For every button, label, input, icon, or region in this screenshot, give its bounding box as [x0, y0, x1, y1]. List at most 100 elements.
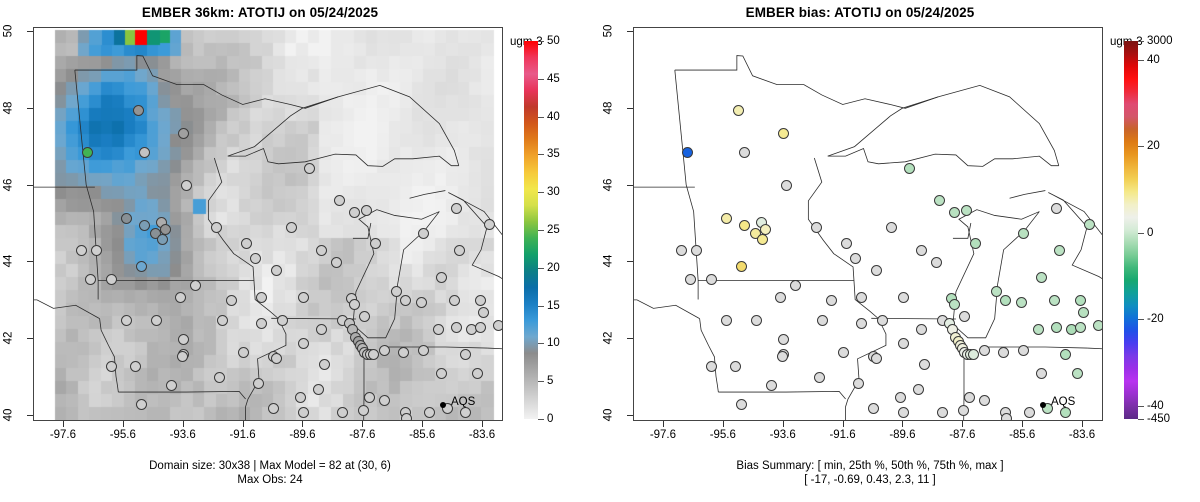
- monitor-station-marker[interactable]: [721, 212, 733, 224]
- monitor-station-marker[interactable]: [897, 337, 909, 349]
- monitor-station-marker[interactable]: [471, 368, 483, 380]
- monitor-station-marker[interactable]: [378, 345, 390, 357]
- monitor-station-marker[interactable]: [721, 314, 733, 326]
- monitor-station-marker[interactable]: [1035, 272, 1047, 284]
- monitor-station-marker[interactable]: [969, 237, 981, 249]
- monitor-station-marker[interactable]: [990, 285, 1002, 297]
- monitor-station-marker[interactable]: [706, 360, 718, 372]
- monitor-station-marker[interactable]: [838, 347, 850, 359]
- monitor-station-marker[interactable]: [948, 207, 960, 218]
- monitor-station-marker[interactable]: [1050, 203, 1062, 215]
- monitor-station-marker[interactable]: [1032, 324, 1044, 336]
- monitor-station-marker[interactable]: [253, 378, 265, 390]
- monitor-station-marker[interactable]: [175, 291, 187, 303]
- monitor-station-marker[interactable]: [757, 233, 769, 245]
- monitor-station-marker[interactable]: [781, 180, 793, 192]
- monitor-station-marker[interactable]: [775, 291, 787, 303]
- monitor-station-marker[interactable]: [330, 256, 342, 268]
- monitor-station-marker[interactable]: [121, 212, 133, 224]
- monitor-station-marker[interactable]: [368, 349, 380, 361]
- monitor-station-marker[interactable]: [450, 322, 462, 334]
- monitor-station-marker[interactable]: [181, 180, 193, 192]
- monitor-station-marker[interactable]: [1041, 403, 1053, 415]
- monitor-station-marker[interactable]: [133, 105, 145, 117]
- monitor-station-marker[interactable]: [853, 378, 865, 390]
- monitor-station-marker[interactable]: [178, 333, 190, 345]
- monitor-station-marker[interactable]: [1071, 368, 1083, 380]
- monitor-station-marker[interactable]: [959, 310, 971, 322]
- monitor-station-marker[interactable]: [856, 318, 868, 330]
- monitor-station-marker[interactable]: [139, 220, 151, 232]
- monitor-station-marker[interactable]: [897, 291, 909, 303]
- monitor-station-marker[interactable]: [876, 314, 888, 326]
- monitor-station-marker[interactable]: [918, 358, 930, 370]
- monitor-station-marker[interactable]: [303, 162, 315, 174]
- monitor-station-marker[interactable]: [139, 147, 151, 159]
- monitor-station-marker[interactable]: [751, 314, 763, 326]
- monitor-station-marker[interactable]: [811, 222, 823, 234]
- monitor-station-marker[interactable]: [398, 347, 410, 359]
- monitor-station-marker[interactable]: [903, 162, 915, 174]
- monitor-station-marker[interactable]: [297, 291, 309, 303]
- monitor-station-marker[interactable]: [217, 314, 229, 326]
- monitor-station-marker[interactable]: [817, 314, 829, 326]
- monitor-station-marker[interactable]: [417, 228, 429, 240]
- monitor-station-marker[interactable]: [826, 295, 838, 307]
- monitor-station-marker[interactable]: [238, 347, 250, 359]
- monitor-station-marker[interactable]: [250, 253, 262, 265]
- monitor-station-marker[interactable]: [676, 245, 688, 257]
- monitor-station-marker[interactable]: [885, 222, 897, 234]
- monitor-station-marker[interactable]: [474, 322, 486, 334]
- left-map-frame[interactable]: AQS: [33, 27, 503, 421]
- monitor-station-marker[interactable]: [915, 245, 927, 257]
- monitor-station-marker[interactable]: [270, 353, 282, 365]
- monitor-station-marker[interactable]: [915, 324, 927, 336]
- monitor-station-marker[interactable]: [432, 324, 444, 336]
- monitor-station-marker[interactable]: [348, 299, 360, 311]
- monitor-station-marker[interactable]: [270, 264, 282, 276]
- monitor-station-marker[interactable]: [315, 324, 327, 336]
- monitor-station-marker[interactable]: [978, 345, 990, 357]
- monitor-station-marker[interactable]: [85, 274, 97, 286]
- monitor-station-marker[interactable]: [211, 222, 223, 234]
- monitor-station-marker[interactable]: [459, 406, 471, 418]
- monitor-station-marker[interactable]: [477, 306, 489, 318]
- monitor-station-marker[interactable]: [968, 349, 980, 361]
- monitor-station-marker[interactable]: [474, 295, 486, 307]
- monitor-station-marker[interactable]: [736, 399, 748, 411]
- monitor-station-marker[interactable]: [399, 295, 411, 307]
- monitor-station-marker[interactable]: [999, 295, 1011, 307]
- monitor-station-marker[interactable]: [453, 245, 465, 257]
- monitor-station-marker[interactable]: [176, 351, 188, 363]
- monitor-station-marker[interactable]: [256, 291, 268, 303]
- monitor-station-marker[interactable]: [190, 280, 202, 292]
- monitor-station-marker[interactable]: [378, 395, 390, 407]
- monitor-station-marker[interactable]: [1017, 345, 1029, 357]
- monitor-station-marker[interactable]: [1059, 349, 1071, 361]
- monitor-station-marker[interactable]: [483, 218, 495, 230]
- monitor-station-marker[interactable]: [333, 195, 345, 207]
- monitor-station-marker[interactable]: [749, 228, 761, 240]
- monitor-station-marker[interactable]: [276, 314, 288, 326]
- monitor-station-marker[interactable]: [417, 345, 429, 357]
- monitor-station-marker[interactable]: [870, 264, 882, 276]
- monitor-station-marker[interactable]: [790, 280, 802, 292]
- monitor-station-marker[interactable]: [256, 318, 268, 330]
- monitor-station-marker[interactable]: [691, 245, 703, 257]
- monitor-station-marker[interactable]: [241, 237, 253, 249]
- monitor-station-marker[interactable]: [739, 220, 751, 232]
- monitor-station-marker[interactable]: [1059, 406, 1071, 418]
- monitor-station-marker[interactable]: [682, 147, 694, 159]
- monitor-station-marker[interactable]: [856, 291, 868, 303]
- monitor-station-marker[interactable]: [814, 372, 826, 384]
- monitor-station-marker[interactable]: [348, 207, 360, 218]
- monitor-station-marker[interactable]: [1083, 218, 1095, 230]
- monitor-station-marker[interactable]: [978, 395, 990, 407]
- monitor-station-marker[interactable]: [267, 403, 279, 415]
- monitor-station-marker[interactable]: [948, 299, 960, 311]
- monitor-station-marker[interactable]: [850, 253, 862, 265]
- monitor-station-marker[interactable]: [933, 195, 945, 207]
- monitor-station-marker[interactable]: [435, 368, 447, 380]
- monitor-station-marker[interactable]: [226, 295, 238, 307]
- monitor-station-marker[interactable]: [730, 360, 742, 372]
